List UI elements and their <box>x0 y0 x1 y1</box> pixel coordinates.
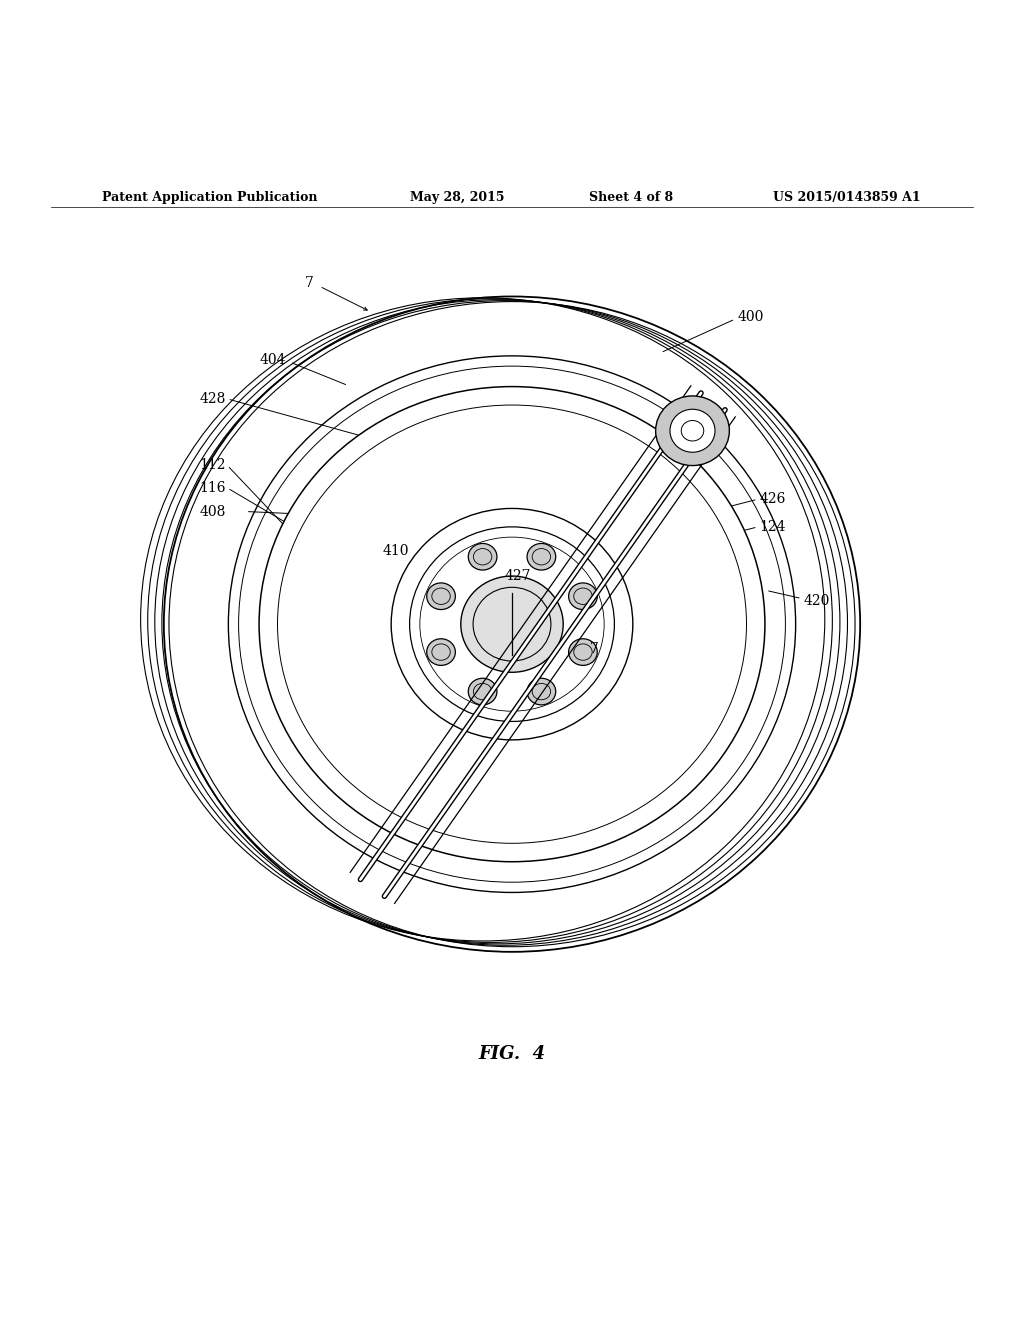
Text: 112: 112 <box>200 458 226 473</box>
Text: May 28, 2015: May 28, 2015 <box>410 191 504 205</box>
Text: 427: 427 <box>505 569 531 583</box>
Ellipse shape <box>427 583 456 610</box>
Ellipse shape <box>391 508 633 741</box>
Ellipse shape <box>427 639 456 665</box>
Ellipse shape <box>259 387 765 862</box>
Text: 410: 410 <box>383 544 410 558</box>
Text: 7: 7 <box>590 642 599 656</box>
Ellipse shape <box>468 678 497 705</box>
Ellipse shape <box>527 544 556 570</box>
Text: 428: 428 <box>200 392 226 405</box>
Text: Sheet 4 of 8: Sheet 4 of 8 <box>589 191 673 205</box>
Text: FIG.  4: FIG. 4 <box>478 1045 546 1063</box>
Text: 408: 408 <box>200 504 226 519</box>
Text: 426: 426 <box>760 492 786 507</box>
Text: 124: 124 <box>760 520 786 533</box>
Ellipse shape <box>461 576 563 672</box>
Text: 7: 7 <box>305 276 314 290</box>
Text: 116: 116 <box>200 480 226 495</box>
Text: Patent Application Publication: Patent Application Publication <box>102 191 317 205</box>
Ellipse shape <box>670 409 715 453</box>
Text: 404: 404 <box>259 352 286 367</box>
Ellipse shape <box>468 544 497 570</box>
Ellipse shape <box>655 396 729 466</box>
Ellipse shape <box>527 678 556 705</box>
Text: US 2015/0143859 A1: US 2015/0143859 A1 <box>773 191 921 205</box>
Text: 420: 420 <box>804 594 830 607</box>
Ellipse shape <box>568 583 597 610</box>
Ellipse shape <box>568 639 597 665</box>
Text: 400: 400 <box>737 310 764 323</box>
